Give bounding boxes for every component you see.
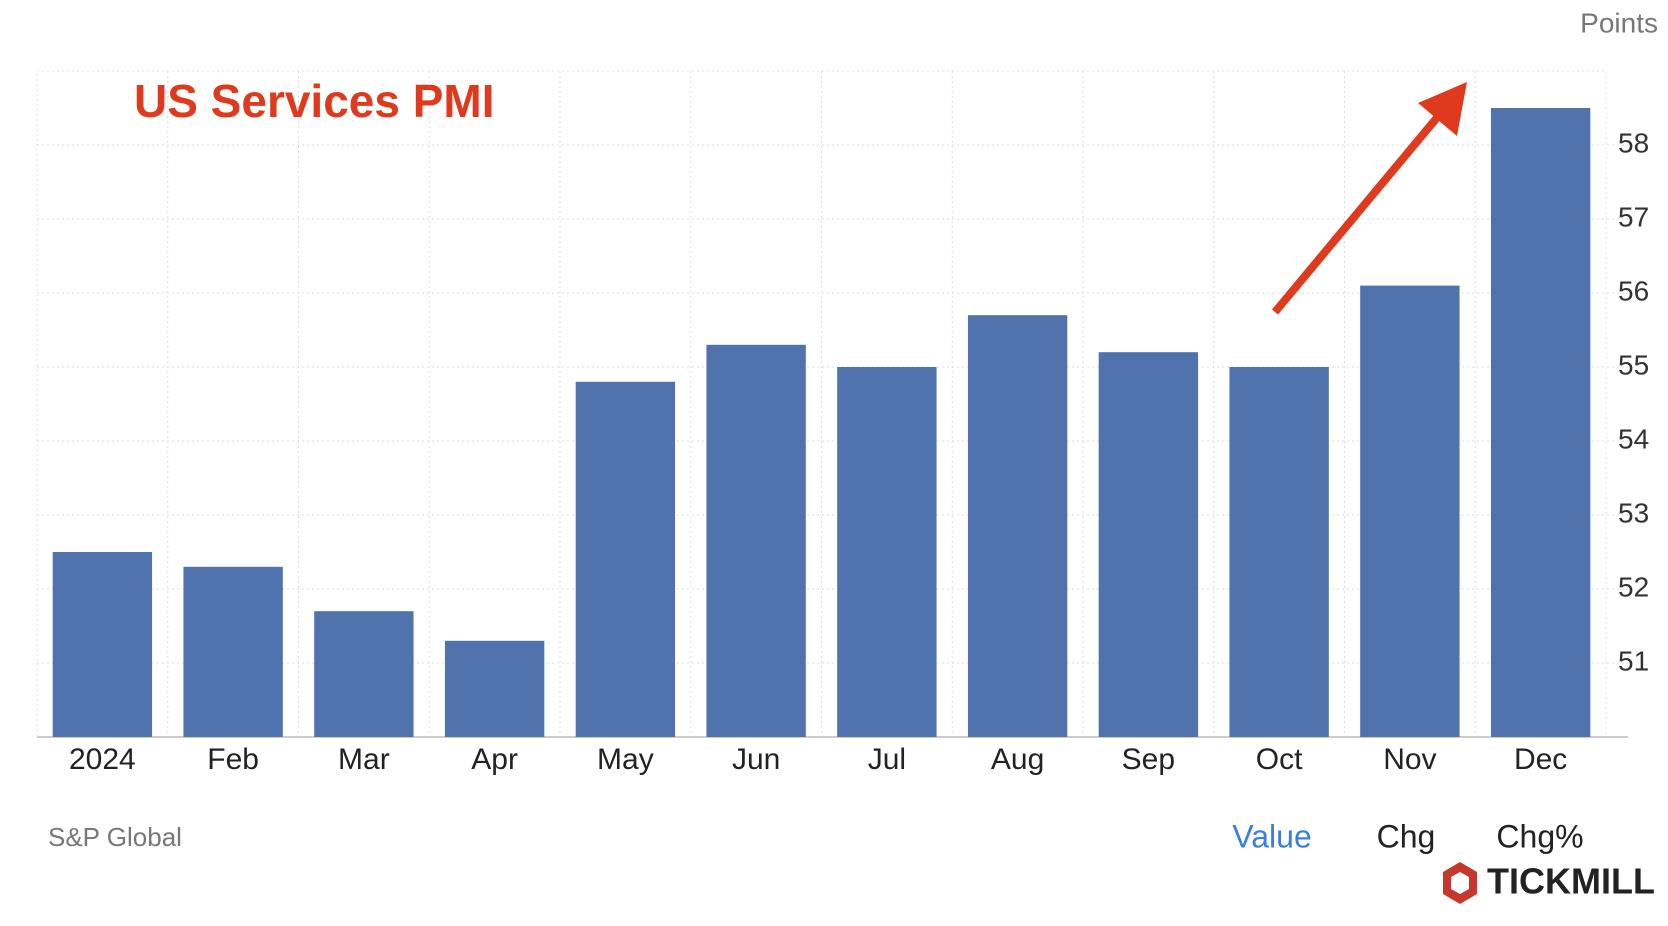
y-tick-label: 58: [1618, 127, 1649, 158]
y-tick-label: 51: [1618, 645, 1649, 676]
y-tick-label: 56: [1618, 275, 1649, 306]
x-tick-label: Mar: [338, 743, 390, 776]
bar: [575, 381, 676, 737]
bar: [1360, 285, 1460, 737]
y-tick-label: 55: [1618, 349, 1649, 380]
bar: [706, 344, 806, 737]
source: S&P Global: [48, 822, 182, 852]
bar: [1490, 108, 1591, 737]
x-tick-label: Nov: [1383, 743, 1436, 776]
brand-logo-inner: [1451, 872, 1469, 894]
brand: TICKMILL: [1487, 861, 1655, 902]
x-tick-label: Aug: [991, 743, 1044, 776]
y-tick-label: 52: [1618, 571, 1649, 602]
x-tick-label: 2024: [69, 743, 136, 776]
tab[interactable]: Value: [1232, 818, 1311, 854]
bar: [314, 611, 414, 737]
y-tick-label: 57: [1618, 201, 1649, 232]
tab[interactable]: Chg: [1377, 818, 1436, 854]
x-tick-label: Apr: [471, 743, 518, 776]
bar: [1229, 367, 1329, 737]
y-tick-label: 53: [1618, 497, 1649, 528]
x-tick-label: Dec: [1514, 743, 1567, 776]
x-tick-label: May: [597, 743, 654, 776]
arrow-head: [1418, 82, 1467, 136]
x-tick-label: Oct: [1256, 743, 1303, 776]
bars: [52, 108, 1591, 737]
x-tick-label: Jul: [868, 743, 906, 776]
bar: [444, 640, 545, 737]
y-tick-label: 54: [1618, 423, 1649, 454]
arrow-shaft: [1271, 105, 1449, 315]
x-tick-label: Sep: [1122, 743, 1175, 776]
bar: [52, 552, 153, 737]
bar: [837, 367, 937, 737]
chart-title: US Services PMI: [134, 75, 495, 127]
plot-border: [36, 70, 1607, 738]
bar: [183, 566, 283, 737]
y-axis-label: Points: [1580, 7, 1658, 38]
tab[interactable]: Chg%: [1496, 818, 1583, 854]
bar: [1098, 352, 1199, 737]
x-tick-label: Jun: [732, 743, 780, 776]
bar: [967, 315, 1068, 737]
x-tick-label: Feb: [207, 743, 259, 776]
